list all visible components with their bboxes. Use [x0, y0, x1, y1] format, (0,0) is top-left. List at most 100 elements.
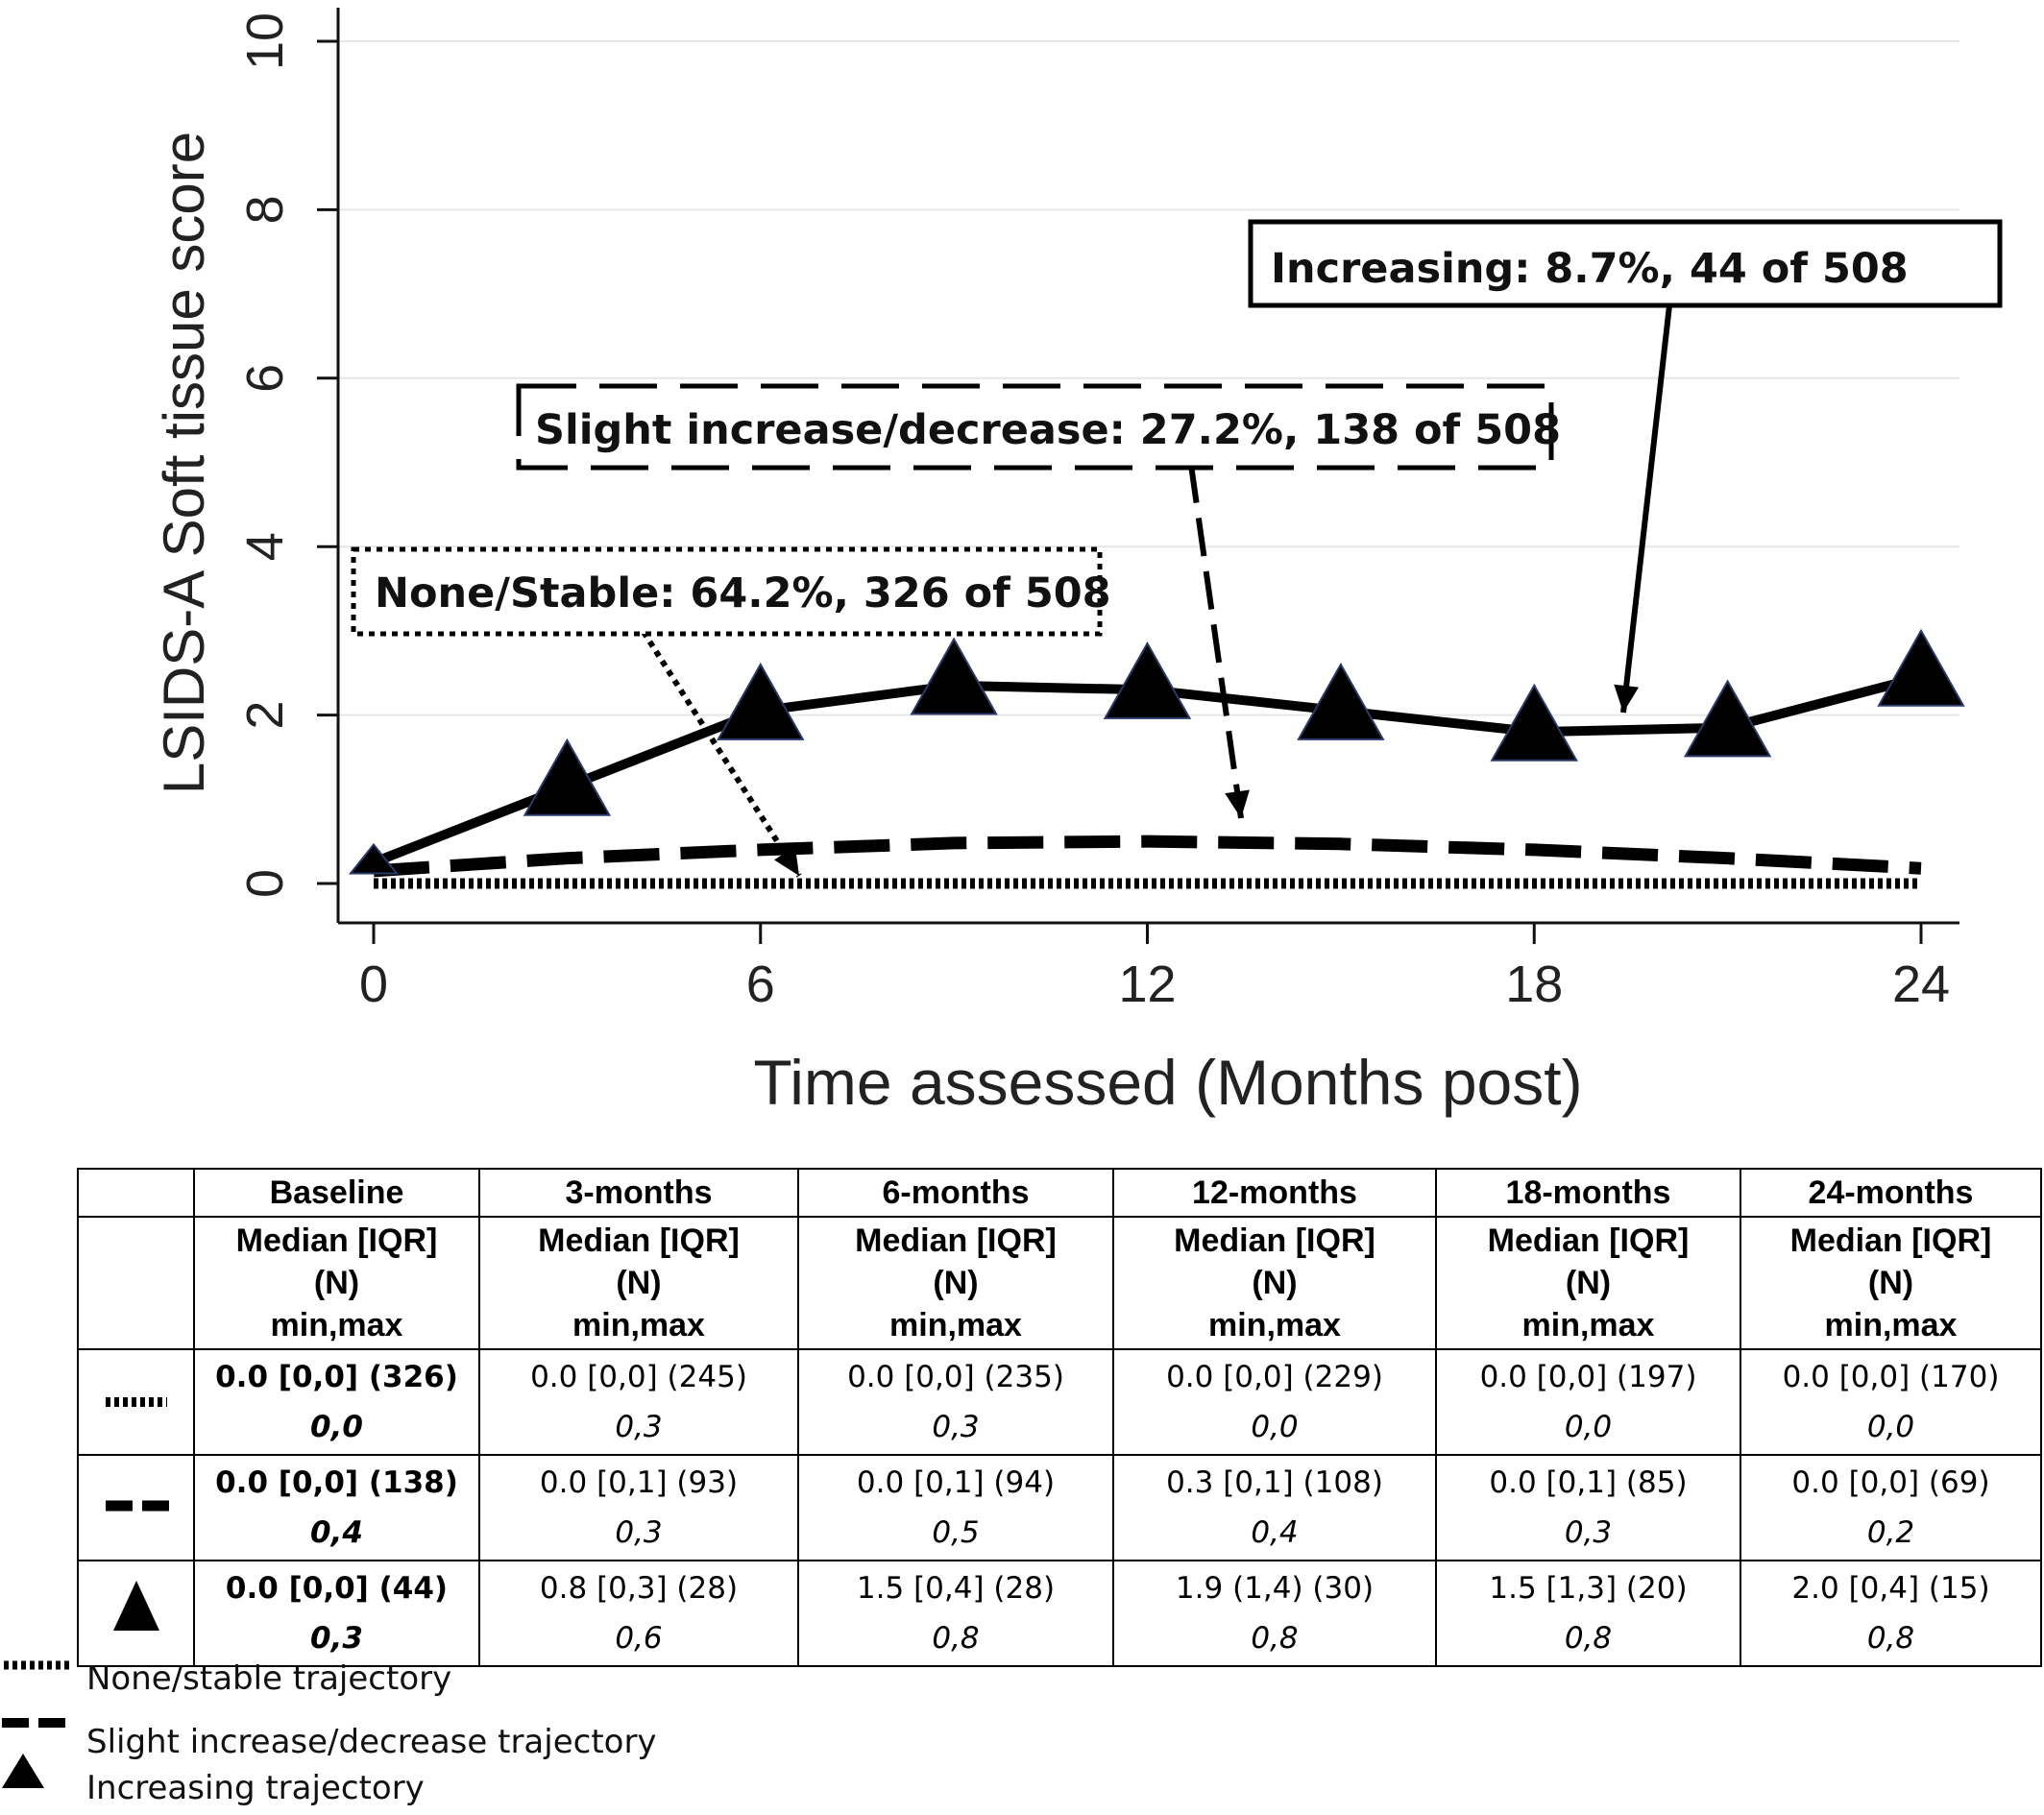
cell-min-max: 0,2 — [1866, 1515, 1915, 1550]
triangle-icon — [2, 1754, 44, 1788]
arrow-slight — [1188, 464, 1244, 819]
cell-min-max: 0,0 — [1251, 1410, 1299, 1444]
series-line-slight — [373, 835, 1922, 878]
cell-median-iqr-n: 0.0 [0,0] (229) — [1166, 1360, 1383, 1394]
cell-min-max: 0,5 — [932, 1515, 980, 1550]
subheader-line3: min,max — [270, 1307, 403, 1343]
table-cell: 1.5 [1,3] (20) 0,8 — [1435, 1560, 1741, 1667]
cell-min-max: 0,0 — [310, 1410, 363, 1444]
cell-median-iqr-n: 0.0 [0,0] (235) — [847, 1360, 1064, 1394]
y-tick-label: 4 — [236, 532, 294, 561]
table-cell: 0.0 [0,0] (326) 0,0 — [193, 1348, 480, 1456]
y-tick-label: 6 — [236, 364, 294, 393]
cell-median-iqr-n: 0.0 [0,0] (138) — [215, 1465, 458, 1500]
legend-label-stable: None/stable trajectory — [86, 1659, 452, 1698]
table-cell: 2.0 [0,4] (15) 0,8 — [1740, 1560, 2042, 1667]
y-tick-label: 8 — [236, 195, 294, 224]
arrow-slight-head — [1225, 789, 1250, 818]
x-tick-label: 0 — [359, 956, 388, 1013]
triangle-icon — [112, 1581, 159, 1631]
cell-min-max: 0,3 — [310, 1621, 363, 1656]
header-18-months: 18-months — [1435, 1168, 1741, 1218]
legend-label-slight: Slight increase/decrease trajectory — [86, 1723, 657, 1761]
table-cell: 1.5 [0,4] (28) 0,8 — [797, 1560, 1114, 1667]
annotation-box-increasing — [1248, 219, 2003, 308]
table-cell: 0.0 [0,0] (170) 0,0 — [1740, 1348, 2042, 1456]
y-tick-label: 0 — [236, 869, 294, 898]
cell-median-iqr-n: 1.9 (1,4) (30) — [1175, 1571, 1375, 1606]
table-cell: 0.0 [0,0] (245) 0,3 — [478, 1348, 799, 1456]
table-cell: 0.0 [0,1] (94) 0,5 — [797, 1454, 1114, 1561]
subheader-line2: (N) — [1565, 1265, 1612, 1301]
table-cell: 0.0 [0,1] (93) 0,3 — [478, 1454, 799, 1561]
table-row: 0.0 [0,0] (138) 0,4 0.0 [0,1] (93) 0,3 0.0 [… — [77, 1454, 2042, 1561]
arrow-increasing-head — [1614, 684, 1640, 713]
data-point-triangle — [910, 637, 998, 715]
cell-min-max: 0,8 — [1866, 1621, 1915, 1656]
annotation-label-increasing: Increasing: 8.7%, 44 of 508 — [1271, 245, 1909, 293]
subheader-line3: min,max — [572, 1307, 705, 1343]
row-marker — [77, 1348, 195, 1456]
subheader-stats-label: Median [IQR] (N) min,max — [1435, 1216, 1741, 1350]
cell-min-max: 0,0 — [1564, 1410, 1613, 1444]
cell-median-iqr-n: 0.3 [0,1] (108) — [1166, 1465, 1383, 1500]
annotations: Increasing: 8.7%, 44 of 508 Slight increa… — [351, 219, 2003, 878]
arrow-increasing — [1620, 304, 1672, 714]
cell-min-max: 0,4 — [1251, 1515, 1299, 1550]
row-marker — [77, 1560, 195, 1667]
legend-label-increasing: Increasing trajectory — [86, 1769, 425, 1807]
table-cell: 0.8 [0,3] (28) 0,6 — [478, 1560, 799, 1667]
subheader-line1: Median [IQR] — [1487, 1222, 1690, 1259]
data-point-triangle — [348, 842, 400, 875]
table-row: 0.0 [0,0] (44) 0,3 0.8 [0,3] (28) 0,6 1.5 [0… — [77, 1560, 2042, 1667]
subheader-line2: (N) — [313, 1265, 360, 1301]
cell-min-max: 0,0 — [1866, 1410, 1915, 1444]
y-axis-title: LSIDS-A Soft tissue score — [152, 132, 216, 794]
annotation-box-stable — [351, 546, 1103, 637]
cell-min-max: 0,3 — [615, 1515, 663, 1550]
x-tick-label: 24 — [1892, 956, 1950, 1013]
cell-median-iqr-n: 0.0 [0,0] (44) — [225, 1571, 449, 1606]
cell-median-iqr-n: 0.8 [0,3] (28) — [539, 1571, 739, 1606]
data-point-triangle — [523, 738, 612, 816]
arrow-stable — [641, 630, 802, 878]
cell-median-iqr-n: 0.0 [0,1] (93) — [539, 1465, 739, 1500]
table-cell: 0.3 [0,1] (108) 0,4 — [1112, 1454, 1437, 1561]
dashed-line-icon — [105, 1500, 169, 1512]
table-cell: 0.0 [0,0] (44) 0,3 — [193, 1560, 480, 1667]
subheader-line1: Median [IQR] — [1174, 1222, 1375, 1259]
table-cell: 0.0 [0,0] (138) 0,4 — [193, 1454, 480, 1561]
subheader-stats-label: Median [IQR] (N) min,max — [1740, 1216, 2042, 1350]
arrow-stable-head — [773, 846, 799, 876]
subheader-stats-label: Median [IQR] (N) min,max — [478, 1216, 799, 1350]
data-point-triangle — [1103, 641, 1192, 719]
x-tick-label: 6 — [746, 956, 775, 1013]
cell-median-iqr-n: 0.0 [0,0] (69) — [1791, 1465, 1990, 1500]
annotation-box-slight — [516, 383, 1554, 471]
dotted-line-icon — [4, 1660, 71, 1670]
subheader-marker-col — [77, 1216, 195, 1350]
cell-median-iqr-n: 1.5 [0,4] (28) — [856, 1571, 1056, 1606]
subheader-stats-label: Median [IQR] (N) min,max — [1112, 1216, 1437, 1350]
header-12-months: 12-months — [1112, 1168, 1437, 1218]
header-baseline: Baseline — [193, 1168, 480, 1218]
cell-median-iqr-n: 0.0 [0,0] (245) — [530, 1360, 747, 1394]
cell-min-max: 0,8 — [1251, 1621, 1299, 1656]
subheader-line2: (N) — [1252, 1265, 1298, 1301]
subheader-stats-label: Median [IQR] (N) min,max — [797, 1216, 1114, 1350]
data-point-triangle — [717, 662, 805, 740]
dashed-line-icon — [2, 1718, 69, 1728]
data-point-triangle — [1877, 628, 1965, 707]
table-cell: 0.0 [0,0] (229) 0,0 — [1112, 1348, 1437, 1456]
data-point-triangle — [1297, 662, 1385, 740]
cell-median-iqr-n: 0.0 [0,0] (197) — [1479, 1360, 1697, 1394]
cell-min-max: 0,4 — [310, 1515, 363, 1550]
series-lines — [348, 628, 1965, 889]
table-cell: 0.0 [0,1] (85) 0,3 — [1435, 1454, 1741, 1561]
gridlines — [338, 40, 1959, 716]
annotation-label-slight: Slight increase/decrease: 27.2%, 138 of … — [535, 406, 1561, 454]
data-point-triangle — [1683, 679, 1772, 758]
subheader-line3: min,max — [1521, 1307, 1655, 1343]
